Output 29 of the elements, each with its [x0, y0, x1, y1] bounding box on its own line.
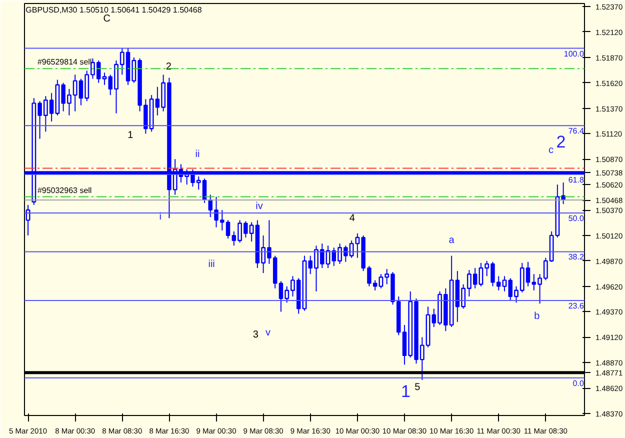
annotation: 100.0 [564, 49, 584, 58]
candlestick [226, 220, 230, 239]
annotation: 76.4 [568, 126, 584, 136]
annotation: iv [256, 201, 263, 212]
annotation: 5 [414, 382, 421, 394]
annotation: C [103, 14, 110, 25]
candlestick [102, 72, 107, 86]
annotation: 38.2 [568, 252, 584, 262]
annotation: 23.6 [568, 302, 584, 311]
ref-line-label: #95032963 sell [37, 186, 92, 195]
annotation: iii [208, 258, 215, 270]
annotation: 50.0 [568, 214, 584, 224]
annotation: 4 [349, 213, 356, 224]
annotation: i [159, 211, 162, 222]
annotation: v [266, 328, 271, 339]
annotation: ii [195, 149, 200, 160]
annotation: 1 [128, 130, 134, 142]
annotation: 3 [252, 329, 259, 340]
ref-line-label: #96529814 sell [37, 58, 92, 67]
chart-title: GBPUSD,M30 1.50510 1.50641 1.50429 1.50468 [26, 6, 202, 14]
annotation: 2 [166, 62, 172, 73]
annotation: 0.0 [572, 378, 584, 388]
annotation: c [548, 145, 554, 156]
annotation: 2 [556, 132, 566, 152]
annotation: b [534, 311, 540, 322]
annotation: a [448, 234, 455, 246]
annotation: 1 [400, 382, 410, 401]
annotation: 61.8 [568, 175, 584, 184]
candlestick [502, 276, 507, 292]
